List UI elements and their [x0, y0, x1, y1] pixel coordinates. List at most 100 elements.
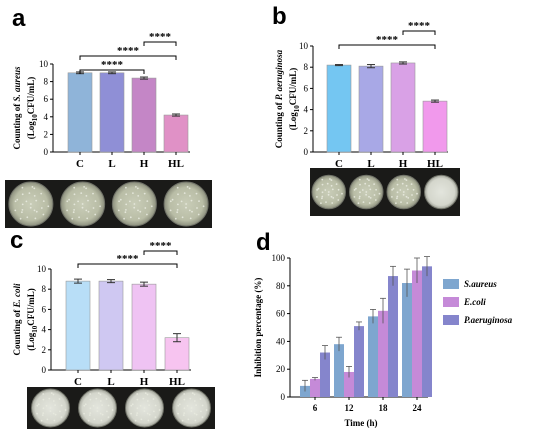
colony-dot [143, 407, 146, 409]
colony-dot [353, 189, 356, 191]
colony-dot [369, 188, 372, 191]
colony-dot [119, 198, 122, 201]
y-tick-label: 8 [42, 284, 47, 294]
colony-dot [174, 217, 177, 220]
colony-dot [327, 191, 330, 193]
colony-dot [412, 188, 415, 191]
significance-label: **** [117, 253, 140, 265]
colony-dot [36, 404, 39, 407]
colony-dot [183, 192, 186, 195]
colony-dot [392, 187, 395, 190]
colony-dot [366, 178, 369, 180]
colony-dot [92, 404, 95, 407]
colony-dot [331, 188, 334, 191]
colony-dot [130, 404, 133, 407]
colony-dot [85, 187, 87, 190]
bar-HL [164, 337, 190, 371]
colony-dot [101, 404, 103, 406]
y-tick-label: 8 [304, 62, 309, 72]
colony-dot [185, 206, 187, 209]
colony-dot [337, 199, 340, 201]
colony-dot [50, 392, 53, 395]
colony-dot [89, 412, 92, 414]
colony-dot [33, 187, 36, 190]
y-tick-label: 10 [299, 41, 309, 51]
colony-dot [395, 202, 397, 205]
colony-dot [399, 189, 402, 191]
colony-dot [138, 199, 141, 202]
colony-dot [401, 182, 404, 185]
colony-dot [42, 407, 45, 410]
colony-dot [73, 209, 75, 211]
bar-H [390, 62, 416, 153]
colony-dot [327, 193, 330, 196]
bar-H [131, 77, 157, 153]
colony-dot [358, 197, 361, 200]
colony-dot [189, 195, 191, 197]
significance-label: **** [408, 20, 431, 32]
colony-dot [324, 189, 327, 191]
colony-dot [130, 412, 133, 415]
colony-dot [365, 191, 368, 193]
y-axis-label: Inhibition percentage (%) [253, 278, 263, 378]
colony-dot [89, 393, 92, 395]
y-axis-label-units: (Log10CFU/mL) [26, 288, 39, 351]
colony-dot [89, 398, 92, 401]
category-label: C [335, 158, 343, 170]
colony-dot [140, 418, 143, 421]
colony-dot [193, 412, 196, 415]
significance-bracket [79, 55, 177, 60]
colony-dot [195, 404, 198, 406]
colony-dot [106, 410, 108, 413]
colony-dot [107, 416, 110, 418]
colony-dot [373, 194, 376, 196]
colony-dot [133, 206, 136, 209]
colony-dot [146, 213, 148, 216]
category-label: HL [169, 376, 185, 388]
significance-label: **** [150, 240, 173, 252]
y-tick-label: 2 [304, 126, 309, 136]
colony-dot [52, 412, 55, 415]
colony-dot [407, 197, 410, 199]
significance-label: **** [101, 59, 124, 71]
petri-dish [424, 174, 459, 210]
colony-dot [33, 209, 36, 212]
colony-dot [404, 178, 406, 180]
colony-dot [201, 404, 204, 407]
colony-dot [97, 392, 100, 395]
bar-e-coli [344, 371, 354, 397]
colony-dot [410, 183, 413, 186]
y-tick-label: 4 [42, 325, 47, 335]
colony-dot [117, 209, 120, 212]
category-label: L [367, 158, 374, 170]
colony-dot [40, 192, 43, 195]
colony-dot [357, 202, 360, 205]
colony-dot [191, 392, 194, 395]
y-tick-label: 8 [44, 77, 49, 87]
colony-dot [133, 203, 136, 205]
colony-dot [42, 200, 45, 203]
x-tick-label: 12 [345, 403, 355, 413]
colony-dot [31, 186, 34, 188]
colony-dot [26, 216, 29, 219]
colony-dot [198, 200, 200, 203]
colony-dot [143, 192, 146, 195]
legend-swatch [443, 279, 459, 289]
category-label: H [140, 376, 149, 388]
y-tick-label: 6 [44, 94, 49, 104]
colony-dot [36, 412, 38, 415]
colony-dot [40, 419, 43, 422]
colony-dot [361, 189, 364, 191]
colony-dot [186, 404, 189, 407]
colony-dot [355, 187, 357, 190]
colony-dot [396, 195, 399, 198]
colony-dot [54, 404, 56, 406]
bar-p-aeruginosa [422, 266, 432, 397]
colony-dot [205, 409, 208, 411]
significance-bracket [79, 69, 145, 74]
colony-dot [45, 404, 48, 407]
panel-label: a [12, 5, 26, 32]
colony-dot [123, 217, 125, 220]
colony-dot [73, 203, 76, 206]
colony-dot [188, 187, 191, 190]
